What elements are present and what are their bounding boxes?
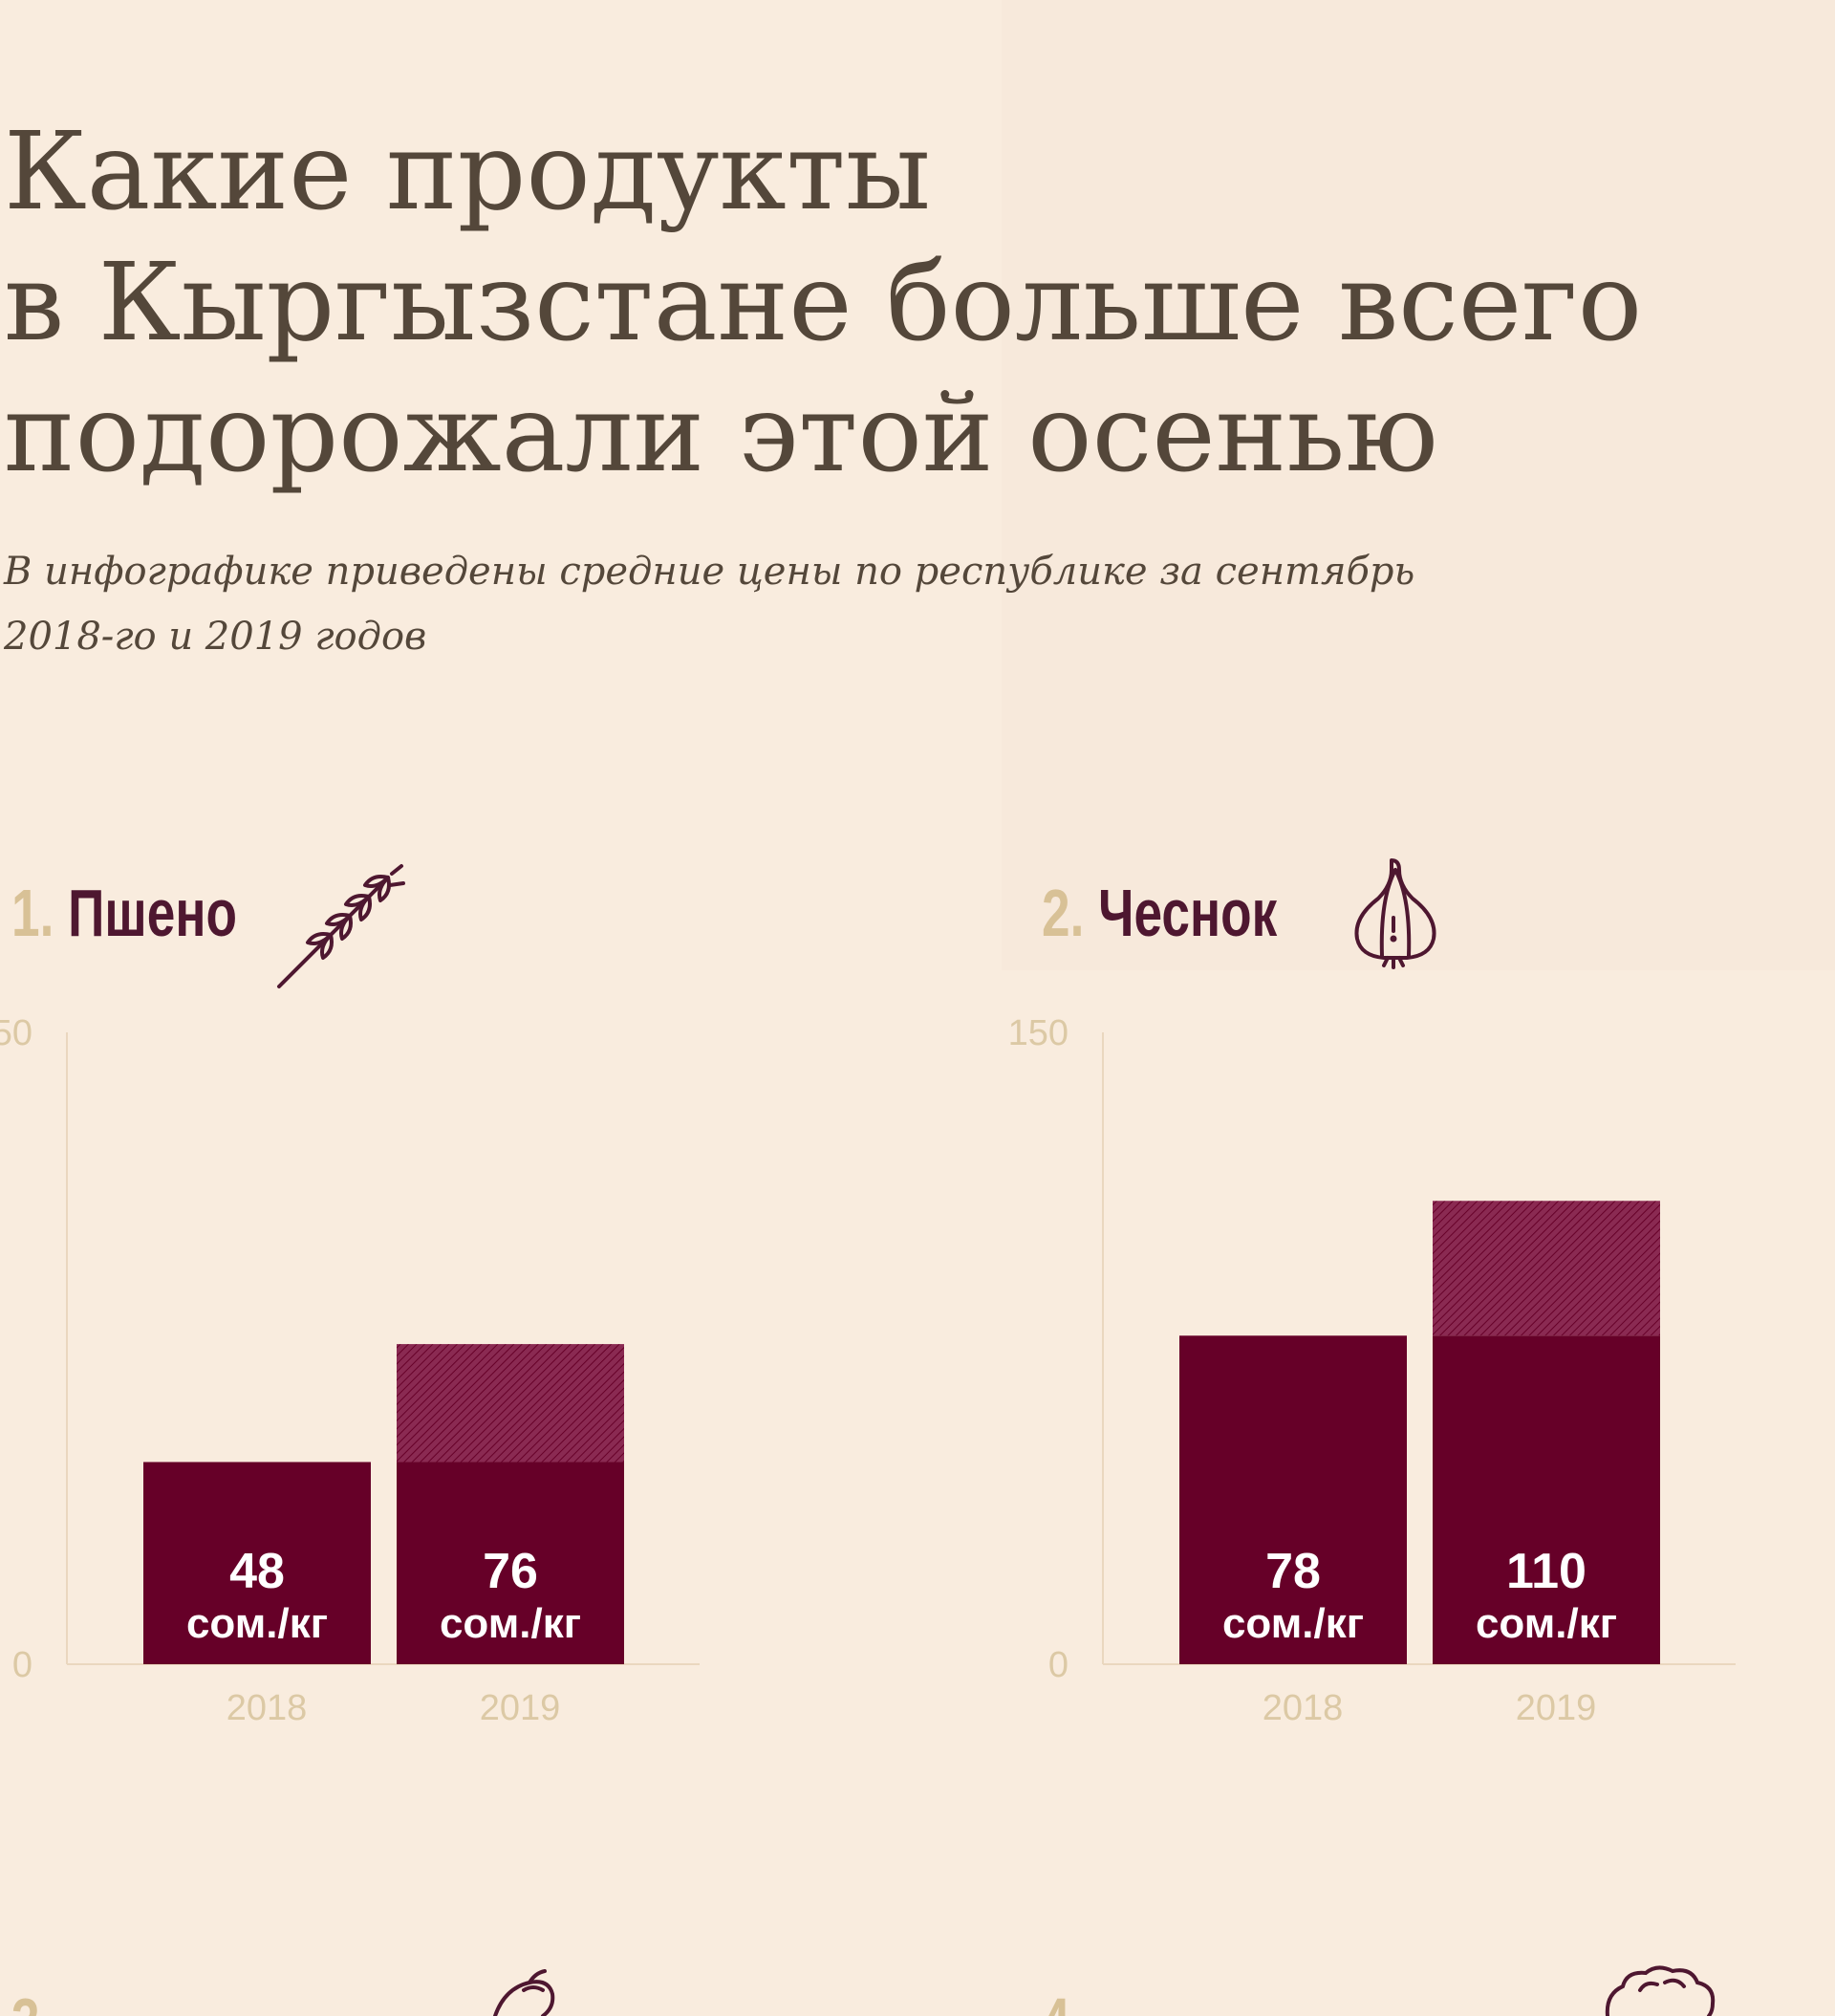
chart-heading-1: 1. Пшено bbox=[11, 870, 237, 956]
chart-panel-2: 2. Чеснок 150 0 78 сом./кг 2018 110 сом./кг 201… bbox=[918, 0, 1835, 2016]
chart-1-bar-2018 bbox=[143, 1462, 371, 1664]
chart-1-y-tick-0: 0 bbox=[12, 1645, 32, 1685]
chart-rank-4: 4. bbox=[1042, 1984, 1084, 2016]
eggplant-icon bbox=[493, 1969, 555, 2016]
chart-1-unit-label-2019: сом./кг bbox=[440, 1600, 581, 1647]
chart-1-x-tick-2019: 2019 bbox=[480, 1688, 561, 1728]
chart-2-y-tick-150: 150 bbox=[1008, 1013, 1069, 1053]
chart-heading-4: 4. bbox=[1042, 1979, 1097, 2016]
chart-rank-3: 3. bbox=[11, 1984, 54, 2016]
chart-product-2: Чеснок bbox=[1098, 876, 1278, 950]
chart-heading-3: 3. bbox=[11, 1979, 67, 2016]
chart-1-unit-label-2018: сом./кг bbox=[186, 1600, 328, 1647]
chart-1-bar-increase bbox=[397, 1344, 624, 1463]
chart-2-bar-increase bbox=[1433, 1201, 1660, 1336]
wheat-icon bbox=[277, 864, 405, 988]
page-title-line-1: Какие продукты bbox=[4, 110, 931, 234]
page-title: Какие продукты в Кыргызстане больше всег… bbox=[4, 107, 1642, 500]
chart-2-x-tick-2019: 2019 bbox=[1516, 1688, 1597, 1728]
chart-1-value-label-2019: 76 bbox=[483, 1544, 538, 1599]
chart-2-bar-2019 bbox=[1433, 1335, 1660, 1664]
page-title-line-3: подорожали этой осенью bbox=[4, 372, 1438, 496]
chart-heading-2: 2. Чеснок bbox=[1042, 870, 1277, 956]
page-title-line-2: в Кыргызстане больше всего bbox=[4, 241, 1643, 365]
chart-product-1: Пшено bbox=[68, 876, 237, 950]
chart-2-value-label-2018: 78 bbox=[1265, 1544, 1321, 1599]
chart-rank-2: 2. bbox=[1042, 876, 1085, 950]
chart-2-value-label-2019: 110 bbox=[1506, 1544, 1587, 1599]
chart-2-bar-2018 bbox=[1179, 1335, 1407, 1664]
chart-1-y-tick-150: 150 bbox=[0, 1013, 32, 1053]
chart-1-bar-2019 bbox=[397, 1462, 624, 1664]
right-column-background bbox=[1002, 0, 1835, 970]
cauliflower-icon bbox=[1605, 1965, 1716, 2016]
chart-1-value-label-2018: 48 bbox=[229, 1544, 285, 1599]
chart-1-x-tick-2018: 2018 bbox=[227, 1688, 308, 1728]
chart-2-x-tick-2018: 2018 bbox=[1263, 1688, 1344, 1728]
chart-2-unit-label-2019: сом./кг bbox=[1476, 1600, 1617, 1647]
page-subtitle: В инфографике приведены средние цены по … bbox=[4, 550, 1415, 659]
chart-rank-1: 1. bbox=[11, 876, 54, 950]
chart-2-y-tick-0: 0 bbox=[1048, 1645, 1069, 1685]
chart-2-unit-label-2018: сом./кг bbox=[1222, 1600, 1364, 1647]
garlic-icon bbox=[1354, 858, 1436, 969]
